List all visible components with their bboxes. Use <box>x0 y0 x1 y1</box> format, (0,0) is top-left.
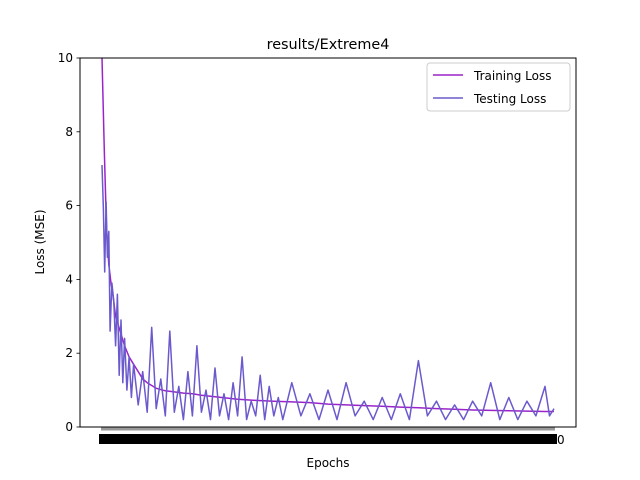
y-tick-label: 4 <box>65 272 73 286</box>
legend: Training Loss Testing Loss <box>426 62 571 112</box>
y-tick-label: 6 <box>65 199 73 213</box>
chart-title: results/Extreme4 <box>267 37 390 53</box>
legend-label-training: Training Loss <box>473 69 551 83</box>
y-axis-label: Loss (MSE) <box>33 209 47 274</box>
x-tick-marks <box>101 427 555 431</box>
y-axis-ticks: 0 2 4 6 8 10 <box>58 51 80 434</box>
x-tick-labels-overlap <box>99 434 557 444</box>
legend-label-testing: Testing Loss <box>473 92 546 106</box>
y-tick-label: 10 <box>58 51 73 65</box>
y-tick-label: 8 <box>65 125 73 139</box>
plot-area: 0 2 4 6 8 10 0 <box>58 51 577 447</box>
y-tick-label: 2 <box>65 346 73 360</box>
x-axis-ticks: 0 <box>99 427 565 447</box>
plot-frame <box>79 57 577 428</box>
x-axis-label: Epochs <box>307 456 350 470</box>
y-tick-label: 0 <box>65 420 73 434</box>
series-line-testing-loss <box>101 164 555 421</box>
x-tick-label-last: 0 <box>557 433 565 447</box>
plot-background <box>80 58 576 427</box>
series-layer <box>101 58 555 421</box>
